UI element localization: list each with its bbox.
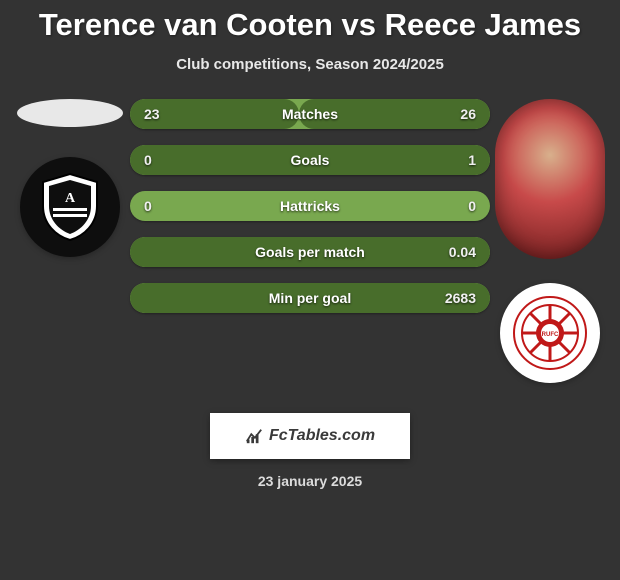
stats-column: 23 Matches 26 0 Goals 1 0 Hattricks 0 Goals per m… (130, 91, 490, 321)
player-photo-right (495, 99, 605, 259)
svg-text:RUFC: RUFC (542, 332, 559, 338)
stat-label: Matches (282, 106, 338, 122)
stat-value-left: 23 (144, 106, 160, 122)
stat-value-right: 26 (460, 106, 476, 122)
stat-value-right: 0 (468, 198, 476, 214)
wheel-icon: RUFC (512, 295, 588, 371)
page-title: Terence van Cooten vs Reece James (39, 8, 581, 42)
svg-text:A: A (65, 191, 76, 206)
stat-value-right: 2683 (445, 290, 476, 306)
comparison-card: Terence van Cooten vs Reece James Club c… (0, 0, 620, 580)
stat-value-right: 1 (468, 152, 476, 168)
stat-value-left: 0 (144, 152, 152, 168)
stat-label: Goals per match (255, 244, 365, 260)
stat-label: Goals (291, 152, 330, 168)
date-text: 23 january 2025 (258, 473, 362, 489)
content-row: A 23 Matches 26 0 Goals 1 0 Hattricks 0 Goals per… (0, 91, 620, 383)
left-column: A (10, 91, 130, 257)
player-photo-placeholder-left (17, 99, 123, 127)
stat-bar: Goals per match 0.04 (130, 237, 490, 267)
stat-bar: 0 Goals 1 (130, 145, 490, 175)
stat-value-right: 0.04 (449, 244, 476, 260)
club-badge-right: RUFC (500, 283, 600, 383)
stat-bar: 23 Matches 26 (130, 99, 490, 129)
attribution-text: FcTables.com (269, 427, 375, 445)
stat-bar: 0 Hattricks 0 (130, 191, 490, 221)
stat-bar: Min per goal 2683 (130, 283, 490, 313)
subtitle: Club competitions, Season 2024/2025 (176, 56, 444, 73)
shield-icon: A (39, 172, 101, 242)
attribution-badge: FcTables.com (210, 413, 410, 459)
chart-icon (245, 427, 263, 445)
stat-label: Min per goal (269, 290, 351, 306)
club-badge-left: A (20, 157, 120, 257)
stat-label: Hattricks (280, 198, 340, 214)
right-column: RUFC (490, 91, 610, 383)
stat-value-left: 0 (144, 198, 152, 214)
